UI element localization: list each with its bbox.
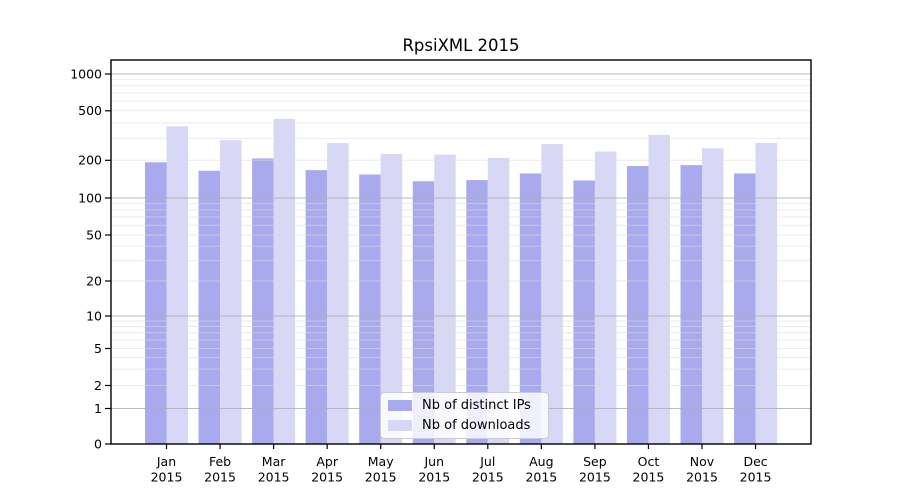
bar-downloads [755,142,778,444]
bar-downloads [487,157,510,444]
bar-downloads [220,140,242,444]
x-tick-label-month: Sep [583,454,607,469]
bar-distinct-ips [198,170,221,444]
x-tick-label-year: 2015 [311,470,343,485]
bar-downloads [702,148,724,444]
legend-swatch-distinct-ips [388,400,412,411]
x-tick-label-month: Dec [743,454,767,469]
bar-distinct-ips [519,173,542,444]
x-tick-label-year: 2015 [418,470,450,485]
x-tick-label-month: Aug [529,454,553,469]
bar-downloads [166,126,188,445]
legend-item-distinct-ips: Nb of distinct IPs [388,398,540,413]
x-tick-label-month: Nov [690,454,715,469]
bar-distinct-ips [573,180,595,445]
legend-item-downloads: Nb of downloads [388,418,540,433]
y-tick-label: 1 [94,401,102,416]
bar-distinct-ips [305,170,328,444]
y-tick-label: 100 [78,190,102,205]
x-tick-label-month: Mar [262,454,286,469]
x-tick-label-month: Jun [423,454,444,469]
bar-distinct-ips [734,173,756,444]
x-tick-label-year: 2015 [204,470,236,485]
bar-downloads [648,134,670,444]
x-tick-label-year: 2015 [579,470,611,485]
y-tick-label: 2 [94,378,102,393]
bar-distinct-ips [252,158,274,444]
x-tick-label-year: 2015 [472,470,504,485]
x-tick-label-year: 2015 [740,470,772,485]
x-tick-label-year: 2015 [365,470,397,485]
x-tick-label-year: 2015 [686,470,718,485]
y-tick-label: 200 [78,153,102,168]
bar-downloads [434,154,456,445]
x-tick-label-year: 2015 [258,470,290,485]
legend: Nb of distinct IPs Nb of downloads [380,392,549,439]
x-tick-label-year: 2015 [525,470,557,485]
bar-downloads [594,151,617,444]
x-tick-label-month: Apr [316,454,338,469]
x-tick-label-month: May [368,454,394,469]
x-tick-label-month: Feb [209,454,231,469]
y-tick-label: 50 [86,227,102,242]
bar-distinct-ips [145,162,167,445]
x-tick-label-month: Jul [479,454,495,469]
bar-distinct-ips [412,181,435,444]
x-tick-label-year: 2015 [633,470,665,485]
legend-swatch-downloads [388,420,412,431]
y-tick-label: 20 [86,273,102,288]
chart-title: RpsiXML 2015 [402,36,520,55]
bar-downloads [327,143,349,444]
bar-distinct-ips [626,166,649,444]
axis-frame [110,59,812,445]
y-tick-label: 0 [94,436,102,451]
x-tick-label-month: Oct [638,454,660,469]
legend-label-downloads: Nb of downloads [422,418,531,433]
y-tick-label: 10 [86,308,102,323]
y-tick-label: 1000 [70,66,102,81]
x-tick-label-month: Jan [156,454,176,469]
x-tick-label-year: 2015 [151,470,183,485]
bar-distinct-ips [359,174,381,445]
legend-label-distinct-ips: Nb of distinct IPs [422,398,531,413]
bar-downloads [380,153,403,444]
y-tick-label: 500 [78,103,102,118]
y-tick-label: 5 [94,341,102,356]
bar-distinct-ips [680,165,702,444]
